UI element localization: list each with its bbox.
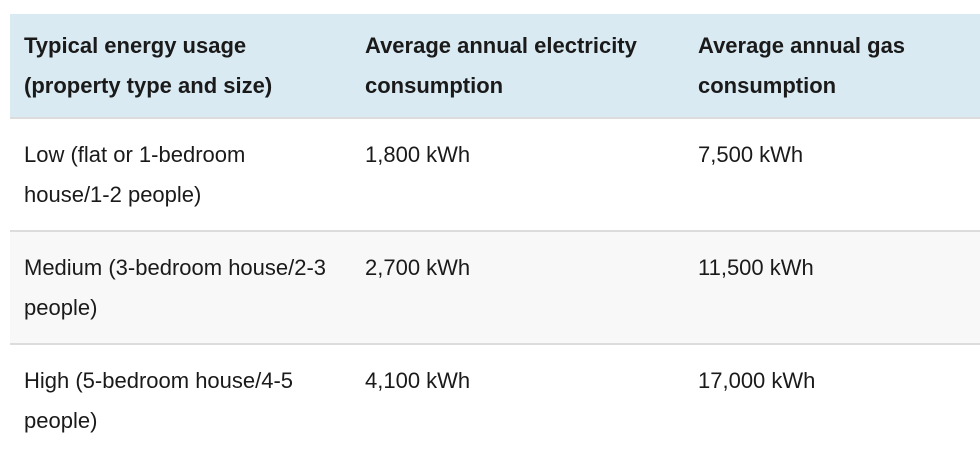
column-header-gas: Average annual gas consumption bbox=[684, 14, 980, 119]
energy-usage-table-container: Typical energy usage (property type and … bbox=[10, 14, 980, 456]
cell-electricity: 2,700 kWh bbox=[351, 231, 684, 345]
header-row: Typical energy usage (property type and … bbox=[10, 14, 980, 119]
cell-gas: 11,500 kWh bbox=[684, 231, 980, 345]
cell-gas: 7,500 kWh bbox=[684, 118, 980, 232]
table-row-medium: Medium (3-bedroom house/2-3 people) 2,70… bbox=[10, 231, 980, 345]
table-body: Low (flat or 1-bedroom house/1-2 people)… bbox=[10, 118, 980, 456]
column-header-usage: Typical energy usage (property type and … bbox=[10, 14, 351, 119]
cell-electricity: 4,100 kWh bbox=[351, 344, 684, 456]
cell-usage: Medium (3-bedroom house/2-3 people) bbox=[10, 231, 351, 345]
table-row-low: Low (flat or 1-bedroom house/1-2 people)… bbox=[10, 118, 980, 232]
cell-electricity: 1,800 kWh bbox=[351, 118, 684, 232]
cell-gas: 17,000 kWh bbox=[684, 344, 980, 456]
table-row-high: High (5-bedroom house/4-5 people) 4,100 … bbox=[10, 344, 980, 456]
energy-usage-table: Typical energy usage (property type and … bbox=[10, 14, 980, 456]
table-header: Typical energy usage (property type and … bbox=[10, 14, 980, 119]
cell-usage: High (5-bedroom house/4-5 people) bbox=[10, 344, 351, 456]
column-header-electricity: Average annual electricity consumption bbox=[351, 14, 684, 119]
cell-usage: Low (flat or 1-bedroom house/1-2 people) bbox=[10, 118, 351, 232]
